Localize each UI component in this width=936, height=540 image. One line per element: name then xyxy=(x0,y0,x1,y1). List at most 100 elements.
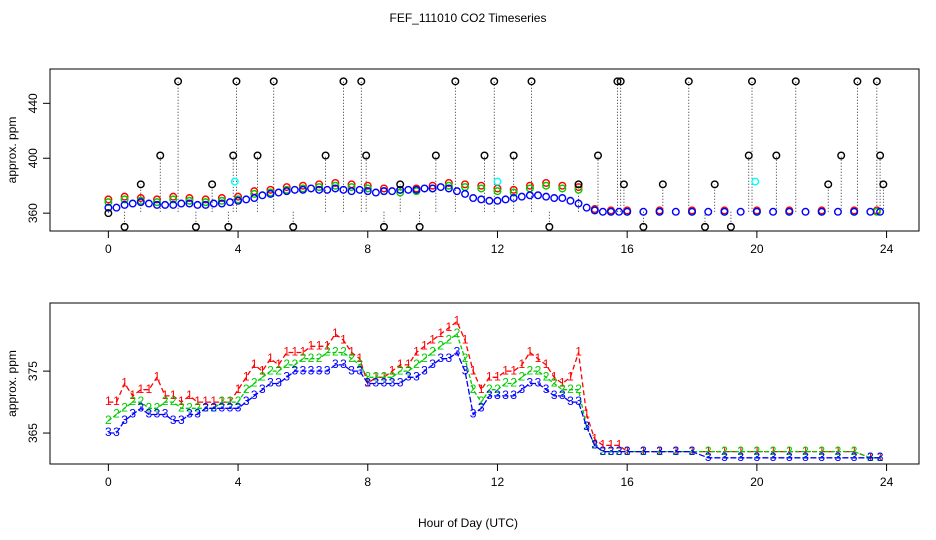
outlier-point xyxy=(431,151,440,160)
series-3-point xyxy=(298,185,307,194)
series-3-point xyxy=(704,207,713,216)
plot-frame xyxy=(49,68,920,232)
series-3-marker: 3 xyxy=(316,363,323,377)
series-3-point xyxy=(720,207,729,216)
series-3-point xyxy=(590,206,599,215)
series-2-marker: 2 xyxy=(551,376,558,390)
series-3-point xyxy=(396,185,405,194)
outlier-point xyxy=(208,180,217,189)
series-3-marker: 3 xyxy=(494,388,501,402)
series-3-marker: 3 xyxy=(397,376,404,390)
series-1-point xyxy=(444,178,453,187)
series-3-marker: 3 xyxy=(227,400,234,414)
series-3-marker: 3 xyxy=(324,363,331,377)
series-3-marker: 3 xyxy=(356,363,363,377)
series-3-marker: 3 xyxy=(308,363,315,377)
series-2-marker: 2 xyxy=(721,444,728,458)
series-3-marker: 3 xyxy=(510,388,517,402)
series-2-marker: 2 xyxy=(877,450,884,464)
series-3-marker: 3 xyxy=(786,450,793,464)
series-1-marker: 1 xyxy=(275,357,282,371)
series-3-marker: 3 xyxy=(851,450,858,464)
series-2-marker: 2 xyxy=(235,394,242,408)
series-2-marker: 2 xyxy=(851,444,858,458)
y-axis-label: approx. ppm xyxy=(5,350,19,417)
series-3-point xyxy=(833,207,842,216)
series-2-marker: 2 xyxy=(770,444,777,458)
series-1-point xyxy=(234,192,243,201)
series-2-marker: 2 xyxy=(445,332,452,346)
series-3-marker: 3 xyxy=(291,363,298,377)
series-2-marker: 2 xyxy=(113,407,120,421)
series-2-point xyxy=(104,198,113,207)
series-2-marker: 2 xyxy=(437,339,444,353)
series-2-marker: 2 xyxy=(162,394,169,408)
outlier-point xyxy=(269,77,278,86)
series-1-marker: 1 xyxy=(640,444,647,458)
series-1-marker: 1 xyxy=(835,444,842,458)
series-3-marker: 3 xyxy=(389,376,396,390)
figure-title: FEF_111010 CO2 Timeseries xyxy=(390,11,547,25)
series-1-marker: 1 xyxy=(170,388,177,402)
series-1-point xyxy=(331,178,340,187)
series-1-point xyxy=(379,184,388,193)
series-3-point xyxy=(752,207,761,216)
series-3-marker: 3 xyxy=(283,369,290,383)
series-2-marker: 2 xyxy=(210,400,217,414)
series-1-marker: 1 xyxy=(324,339,331,353)
y-tick-label: 400 xyxy=(26,148,40,168)
series-3-point xyxy=(388,187,397,196)
series-3-marker: 3 xyxy=(259,382,266,396)
series-1-marker: 1 xyxy=(672,444,679,458)
series-3-point xyxy=(234,196,243,205)
series-3-marker: 3 xyxy=(105,425,112,439)
series-3-point xyxy=(876,207,885,216)
outlier-point xyxy=(613,77,622,86)
series-3-marker: 3 xyxy=(543,382,550,396)
series-2-point xyxy=(574,185,583,194)
series-2-point xyxy=(153,198,162,207)
series-3-marker: 3 xyxy=(835,450,842,464)
series-1-marker: 1 xyxy=(129,388,136,402)
series-2-marker: 2 xyxy=(186,400,193,414)
series-2-marker: 2 xyxy=(454,326,461,340)
series-3-point xyxy=(461,189,470,198)
series-1-marker: 1 xyxy=(786,444,793,458)
series-2-marker: 2 xyxy=(689,444,696,458)
series-3-point xyxy=(371,188,380,197)
series-1-marker: 1 xyxy=(413,345,420,359)
series-3-marker: 3 xyxy=(672,444,679,458)
x-tick-label: 8 xyxy=(364,242,371,256)
series-3-point xyxy=(290,185,299,194)
series-3-marker: 3 xyxy=(591,438,598,452)
series-3-point xyxy=(201,200,210,209)
series-3-marker: 3 xyxy=(405,369,412,383)
series-3-point xyxy=(209,199,218,208)
series-3-point xyxy=(177,199,186,208)
series-4-point xyxy=(493,177,502,186)
series-1-marker: 1 xyxy=(689,444,696,458)
series-2-marker: 2 xyxy=(243,382,250,396)
series-1-marker: 1 xyxy=(283,345,290,359)
series-1-marker: 1 xyxy=(421,339,428,353)
series-2-marker: 2 xyxy=(470,382,477,396)
series-4-point xyxy=(751,177,760,186)
plot-frame xyxy=(49,302,920,465)
outlier-point xyxy=(744,151,753,160)
series-3-point xyxy=(153,200,162,209)
series-1-marker: 1 xyxy=(162,388,169,402)
series-3-point xyxy=(736,207,745,216)
series-3-marker: 3 xyxy=(373,376,380,390)
outlier-point xyxy=(191,222,200,231)
series-1-marker: 1 xyxy=(186,388,193,402)
outlier-point xyxy=(616,77,625,86)
series-2-marker: 2 xyxy=(300,351,307,365)
series-3-marker: 3 xyxy=(113,425,120,439)
series-2-marker: 2 xyxy=(802,444,809,458)
series-1-point xyxy=(509,185,518,194)
series-1-marker: 1 xyxy=(510,363,517,377)
series-2-marker: 2 xyxy=(259,369,266,383)
series-1-point xyxy=(298,181,307,190)
series-1-point xyxy=(185,194,194,203)
series-3-point xyxy=(452,187,461,196)
